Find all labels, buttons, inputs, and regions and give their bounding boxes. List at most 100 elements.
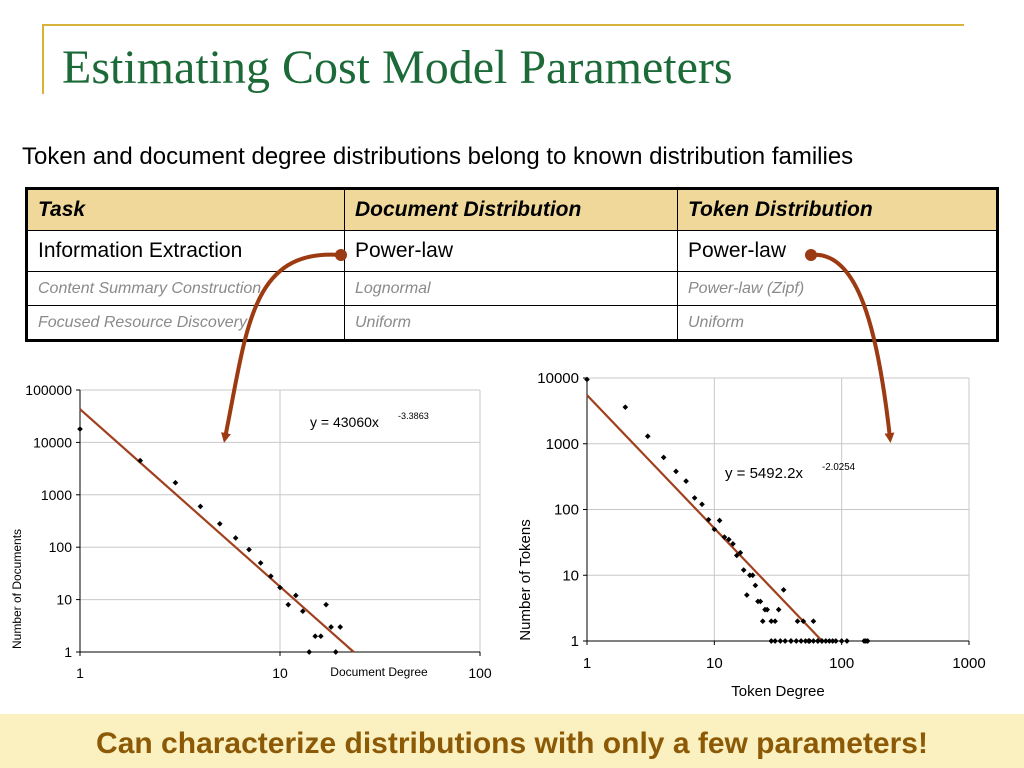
data-point: [772, 638, 778, 644]
data-point: [299, 608, 306, 615]
x-tick-label: 100: [829, 655, 854, 672]
data-point: [757, 598, 764, 605]
data-point: [172, 479, 179, 486]
data-point: [798, 638, 804, 644]
connector-arrows: [221, 249, 895, 443]
data-point: [246, 546, 252, 553]
data-point: [293, 592, 299, 599]
trend-line: [79, 408, 355, 653]
accent-line-left: [42, 24, 44, 94]
table-row: Content Summary Construction Lognormal P…: [26, 271, 998, 306]
data-point: [794, 618, 801, 625]
data-point: [782, 638, 788, 644]
data-point: [285, 601, 292, 608]
table-header-row: Task Document Distribution Token Distrib…: [26, 188, 998, 231]
footer-text: Can characterize distributions with only…: [96, 727, 928, 760]
x-axis-label: Document Degree: [330, 665, 428, 679]
y-tick-label: 10000: [537, 370, 579, 387]
y-tick-label: 1: [571, 633, 579, 650]
data-point: [788, 638, 794, 644]
data-point: [822, 638, 829, 644]
data-point: [332, 649, 339, 655]
data-point: [833, 638, 839, 644]
x-tick-label: 10: [272, 665, 288, 681]
token-degree-chart: 1 10 100 1000 10000 1 10 100 1000 y = 5492.2x -2.0…: [517, 370, 986, 700]
data-point: [800, 618, 807, 625]
trend-equation: y = 43060x: [310, 414, 379, 430]
data-point: [810, 618, 817, 625]
y-tick-label: 1000: [41, 487, 72, 503]
data-point: [844, 638, 850, 644]
trend-line: [586, 394, 823, 642]
data-point: [793, 638, 800, 644]
arrow-origin-dot: [805, 249, 817, 261]
data-point: [829, 638, 836, 644]
y-tick-label: 1000: [546, 436, 579, 453]
x-tick-label: 1000: [952, 655, 985, 672]
data-point: [777, 638, 784, 644]
arrow-to-document-chart: [221, 252, 342, 443]
data-point: [691, 495, 698, 501]
data-point: [711, 526, 718, 533]
data-point: [775, 606, 782, 613]
accent-line-top: [42, 24, 964, 26]
data-point: [257, 560, 264, 566]
data-point: [644, 433, 651, 440]
cell-document-distribution: Power-law: [344, 230, 678, 272]
footer-banner: [0, 714, 1024, 768]
data-point: [749, 572, 756, 579]
x-tick-label: 1: [76, 665, 84, 681]
data-point: [802, 638, 809, 644]
y-tick-label: 100: [49, 539, 73, 555]
data-point: [137, 457, 144, 464]
y-axis-label: Number of Documents: [10, 529, 24, 649]
data-point: [772, 618, 778, 625]
cell-document-distribution: Uniform: [344, 305, 678, 341]
y-tick-label: 100: [554, 502, 579, 519]
data-point: [622, 404, 629, 411]
data-point: [673, 468, 679, 475]
cell-token-distribution: Power-law (Zipf): [677, 271, 998, 306]
charts-canvas: 1 10 100 1000 10000 100000 1 10 100 y = 43060x -3.…: [10, 249, 986, 700]
data-point: [746, 572, 753, 579]
data-point: [744, 592, 750, 598]
data-point: [838, 638, 845, 644]
data-point: [306, 649, 313, 655]
data-point: [768, 618, 775, 625]
header-task: Task: [26, 188, 345, 231]
y-tick-label: 10000: [33, 434, 72, 450]
y-axis-label: Number of Tokens: [517, 519, 534, 640]
data-point: [721, 534, 728, 540]
data-point: [312, 633, 319, 640]
data-point: [726, 536, 732, 543]
x-tick-label: 10: [706, 655, 723, 672]
data-point: [716, 517, 723, 524]
distribution-table: Task Document Distribution Token Distrib…: [25, 187, 999, 342]
data-point: [232, 535, 239, 541]
data-point: [819, 638, 825, 644]
document-degree-chart: 1 10 100 1000 10000 100000 1 10 100 y = 43060x -3.…: [10, 382, 492, 681]
y-tick-label: 10: [562, 567, 579, 584]
data-point: [77, 426, 83, 432]
arrow-to-token-chart: [810, 252, 895, 443]
y-tick-label: 10: [56, 592, 72, 608]
cell-token-distribution: Uniform: [677, 305, 998, 341]
x-axis-label: Token Degree: [731, 683, 824, 700]
data-point: [730, 541, 736, 547]
data-point: [764, 606, 771, 613]
slide-title: Estimating Cost Model Parameters: [62, 41, 733, 94]
data-point: [699, 501, 705, 508]
data-point: [323, 601, 329, 608]
data-point: [815, 638, 821, 644]
data-point: [740, 567, 747, 573]
arrow-origin-dot: [335, 249, 347, 261]
table-row: Information Extraction Power-law Power-l…: [26, 230, 998, 272]
header-token-distribution: Token Distribution: [677, 188, 998, 231]
data-point: [705, 516, 712, 523]
x-tick-label: 1: [583, 655, 591, 672]
data-point: [752, 582, 759, 589]
y-tick-label: 1: [64, 644, 72, 660]
data-point: [737, 549, 744, 556]
data-point: [317, 633, 324, 640]
trend-equation-exponent: -2.0254: [822, 462, 856, 473]
